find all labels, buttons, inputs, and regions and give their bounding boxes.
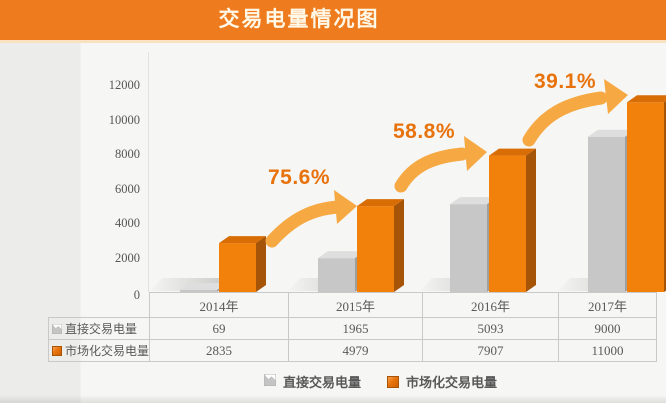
series-name: 市场化交易电量 (65, 344, 150, 358)
growth-label-2015: 75.6% (267, 166, 331, 189)
chart-legend: 直接交易电量 市场化交易电量 (263, 372, 497, 391)
y-axis-tick-label: 12000 (108, 78, 140, 92)
bar-市场化交易电量-2016年 (489, 148, 536, 292)
table-value-cell: 69 (149, 317, 290, 340)
y-axis-tick-label: 4000 (115, 216, 140, 230)
x-axis-category-label: 2017年 (558, 292, 658, 318)
legend-item-label: 直接交易电量 (283, 375, 362, 390)
x-axis-category-label: 2016年 (422, 292, 560, 318)
growth-arrow-2016年 (394, 136, 487, 193)
title-bar: 交易电量情况图 (0, 0, 666, 40)
series-row-label: 直接交易电量 (47, 317, 151, 340)
y-axis-tick-label: 0 (133, 288, 140, 302)
growth-label-2017: 39.1% (533, 70, 597, 93)
x-axis-category-label: 2015年 (288, 292, 424, 318)
bar-市场化交易电量-2017年 (627, 95, 666, 292)
table-value-cell: 4979 (288, 339, 424, 362)
bar-市场化交易电量-2014年 (219, 236, 266, 292)
series-name: 直接交易电量 (65, 321, 138, 336)
legend-item: 直接交易电量 (263, 372, 362, 391)
page-title: 交易电量情况图 (218, 8, 380, 31)
orange-bar-series-icon (52, 346, 62, 356)
x-axis-category-label: 2014年 (149, 292, 290, 318)
bar-市场化交易电量-2015年 (357, 199, 404, 292)
gray-bar-series-icon (51, 323, 63, 338)
table-value-cell: 7907 (422, 339, 560, 362)
orange-bar-series-icon (387, 375, 400, 388)
growth-label-2016: 58.8% (392, 120, 456, 143)
y-axis-tick-label: 10000 (108, 112, 140, 127)
table-corner-cell (49, 293, 150, 318)
growth-arrow-2015年 (265, 190, 357, 248)
title-bar-accent-strip (0, 40, 666, 43)
table-value-cell: 11000 (558, 339, 658, 362)
table-row: 市场化交易电量 2835 4979 7907 11000 (47, 339, 658, 362)
legend-item: 市场化交易电量 (387, 372, 497, 391)
table-row: 直接交易电量 69 1965 5093 9000 (47, 317, 658, 340)
y-axis-tick-label: 8000 (115, 147, 140, 161)
series-row-label: 市场化交易电量 (47, 339, 151, 362)
y-axis-tick-label: 2000 (115, 250, 140, 265)
table-value-cell: 1965 (288, 317, 424, 340)
data-table: 2014年 2015年 2016年 2017年直接交易电量 69 1965 5093 9000… (47, 292, 658, 362)
growth-arrow-2017年 (522, 79, 628, 147)
legend-item-label: 市场化交易电量 (406, 375, 498, 390)
y-axis-tick-label: 6000 (115, 181, 140, 196)
table-value-cell: 2835 (149, 339, 290, 362)
table-value-cell: 9000 (558, 317, 658, 340)
y-axis-line (148, 52, 149, 292)
gray-bar-series-icon (263, 373, 277, 389)
table-value-cell: 5093 (422, 317, 560, 340)
